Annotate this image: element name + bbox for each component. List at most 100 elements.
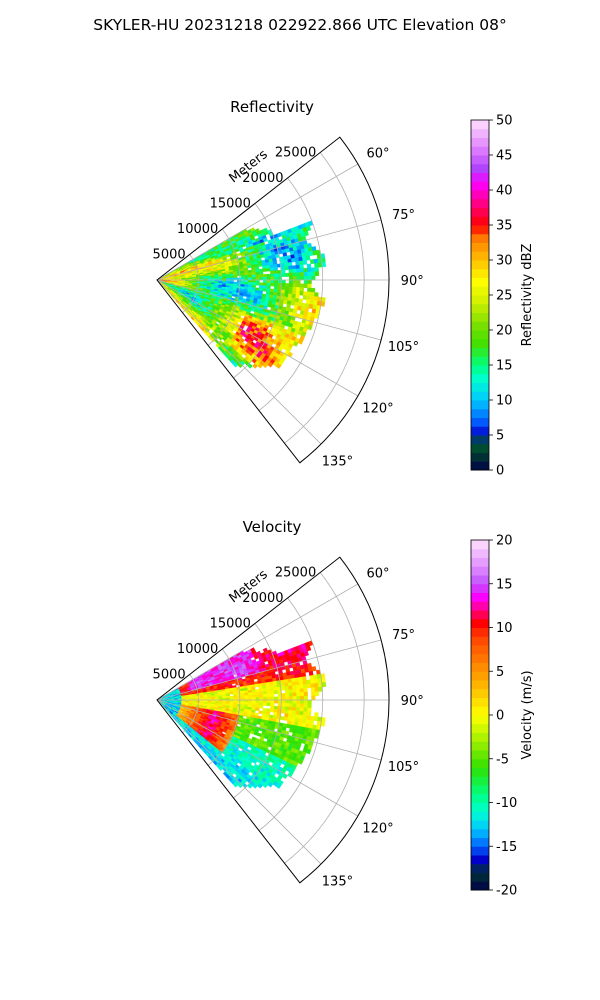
colorbar-swatch	[471, 645, 489, 655]
azimuth-tick-label: 135°	[322, 874, 353, 889]
colorbar-tick-label: 0	[496, 709, 504, 724]
colorbar-swatch	[471, 120, 489, 130]
colorbar-swatch	[471, 540, 489, 550]
colorbar-swatch	[471, 557, 489, 567]
range-ring	[207, 228, 241, 346]
colorbar-swatch	[471, 417, 489, 427]
colorbar-swatch	[471, 811, 489, 821]
colorbar: 0 5 10 15 20 25 30 35 40 45 50 Reflectivity dBZ	[470, 114, 535, 479]
colorbar-swatch	[471, 356, 489, 366]
azimuth-tick-label: 60°	[366, 566, 389, 581]
radial-tick-label: 25000	[275, 145, 316, 160]
colorbar-swatch	[471, 872, 489, 882]
azimuth-tick-label: 120°	[362, 402, 393, 417]
azimuth-gridline	[156, 279, 322, 445]
colorbar-tick-label: 45	[496, 149, 513, 164]
radial-tick-label: 20000	[242, 591, 283, 606]
colorbar-swatch	[471, 697, 489, 707]
colorbar-swatch	[471, 452, 489, 462]
colorbar-swatch	[471, 461, 489, 471]
colorbar-swatch	[471, 163, 489, 173]
colorbar-swatch	[471, 443, 489, 453]
colorbar: -20 -15 -10 -5 0 5 10 15 20 Velocity (m/s)	[470, 534, 535, 899]
colorbar-swatch	[471, 688, 489, 698]
colorbar-swatch	[471, 793, 489, 803]
colorbar-swatch	[471, 627, 489, 637]
colorbar-swatch	[471, 785, 489, 795]
colorbar-tick-label: 10	[496, 394, 513, 409]
colorbar-swatch	[471, 776, 489, 786]
colorbar-label: Velocity (m/s)	[520, 670, 535, 759]
colorbar-swatch	[471, 846, 489, 856]
azimuth-gridline	[156, 583, 359, 701]
colorbar-swatch	[471, 242, 489, 252]
colorbar-swatch	[471, 741, 489, 751]
colorbar-swatch	[471, 347, 489, 357]
colorbar-swatch	[471, 128, 489, 138]
azimuth-tick-label: 90°	[401, 274, 424, 289]
sector-frame	[156, 556, 390, 884]
azimuth-gridline	[156, 699, 382, 761]
azimuth-gridline	[156, 279, 382, 341]
range-ring	[284, 152, 365, 444]
colorbar-tick-label: 50	[496, 114, 513, 129]
colorbar-swatch	[471, 680, 489, 690]
colorbar-swatch	[471, 732, 489, 742]
colorbar-swatch	[471, 207, 489, 217]
sector-frame	[156, 136, 390, 464]
colorbar-tick-label: 15	[496, 359, 513, 374]
azimuth-gridline	[156, 163, 359, 281]
colorbar-swatch	[471, 706, 489, 716]
colorbar-swatch	[471, 802, 489, 812]
azimuth-tick-label: 120°	[362, 822, 393, 837]
colorbar-swatch	[471, 330, 489, 340]
colorbar-tick-label: 20	[496, 534, 513, 549]
radial-tick-label: 5000	[153, 247, 186, 262]
colorbar-swatch	[471, 365, 489, 375]
colorbar-swatch	[471, 190, 489, 200]
colorbar-tick-label: 40	[496, 184, 513, 199]
colorbar-swatch	[471, 610, 489, 620]
radial-tick-label: 20000	[242, 171, 283, 186]
colorbar-swatch	[471, 312, 489, 322]
colorbar-swatch	[471, 653, 489, 663]
colorbar-swatch	[471, 723, 489, 733]
colorbar-tick-label: -10	[496, 796, 517, 811]
range-ring	[233, 203, 282, 379]
colorbar-swatch	[471, 146, 489, 156]
radial-tick-label: 15000	[210, 616, 251, 631]
colorbar-tick-label: 5	[496, 665, 504, 680]
colorbar-swatch	[471, 295, 489, 305]
azimuth-tick-label: 105°	[388, 340, 419, 355]
colorbar-swatch	[471, 575, 489, 585]
radar-image	[158, 220, 327, 369]
colorbar-swatch	[471, 828, 489, 838]
range-ring	[182, 674, 199, 733]
radial-tick-label: 25000	[275, 565, 316, 580]
colorbar-swatch	[471, 583, 489, 593]
azimuth-tick-label: 90°	[401, 694, 424, 709]
colorbar-swatch	[471, 260, 489, 270]
colorbar-swatch	[471, 750, 489, 760]
radial-tick-label: 5000	[153, 667, 186, 682]
range-ring	[258, 177, 324, 411]
colorbar-swatch	[471, 216, 489, 226]
azimuth-tick-label: 75°	[392, 208, 415, 223]
colorbar-tick-label: -5	[496, 752, 509, 767]
azimuth-gridline	[156, 219, 382, 281]
colorbar-swatch	[471, 671, 489, 681]
figure-title: SKYLER-HU 20231218 022922.866 UTC Elevat…	[93, 16, 507, 34]
colorbar-swatch	[471, 767, 489, 777]
colorbar-swatch	[471, 137, 489, 147]
colorbar-tick-label: -15	[496, 840, 517, 855]
radar-image	[158, 640, 327, 789]
colorbar-swatch	[471, 251, 489, 261]
radial-tick-label: 15000	[210, 196, 251, 211]
colorbar-tick-label: 20	[496, 324, 513, 339]
colorbar-tick-label: -20	[496, 884, 517, 899]
colorbar-swatch	[471, 636, 489, 646]
radial-tick-label: 10000	[177, 222, 218, 237]
colorbar-tick-label: 15	[496, 577, 513, 592]
colorbar-swatch	[471, 855, 489, 865]
